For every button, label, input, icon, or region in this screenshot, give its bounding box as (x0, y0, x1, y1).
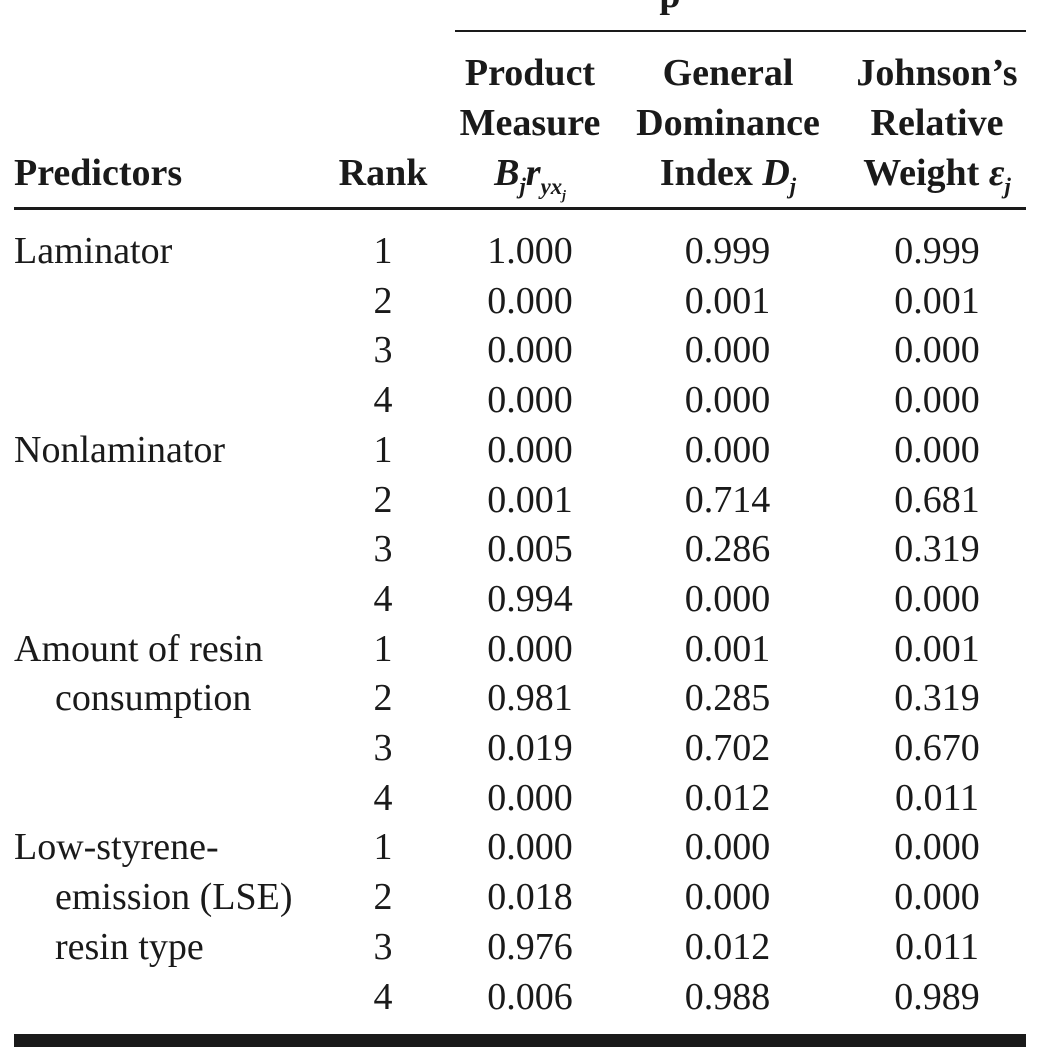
header-johnsons: Johnson’s Relative Weight εj (856, 52, 1018, 199)
product-measure-cell: 0.006 (487, 975, 573, 1018)
johnsons-symbol: εj (988, 152, 1011, 199)
product-measure-cell: 0.018 (487, 876, 573, 919)
general-dominance-cell: 0.000 (684, 876, 771, 919)
product-measure-cell: 0.000 (487, 776, 573, 819)
rank-cell: 3 (373, 329, 393, 372)
general-dominance-cell: 0.001 (684, 279, 771, 322)
predictor-label: Nonlaminator (14, 428, 226, 471)
product-measure-cell: 0.000 (487, 329, 573, 372)
johnsons-weight-cell: 0.000 (894, 577, 980, 620)
general-dominance-cell: 0.000 (684, 577, 771, 620)
predictor-label: Amount of resin (14, 627, 264, 670)
predictor-label: Laminator (14, 230, 173, 272)
predictor-label: Low-styrene- (14, 826, 219, 869)
product-measure-cell: 0.000 (487, 627, 573, 670)
general-dominance-cell: 0.286 (684, 528, 771, 571)
general-dominance-cell: 0.988 (684, 975, 771, 1018)
johnsons-weight-cell: 0.011 (894, 776, 980, 819)
product-measure-symbol: Bjryxj (494, 152, 566, 203)
johnsons-weight-cell: 0.999 (894, 230, 980, 272)
header-rank: Rank (338, 152, 428, 194)
johnsons-weight-cell: 0.001 (894, 279, 980, 322)
general-dominance-cell: 0.000 (684, 379, 771, 422)
rank-cell: 2 (373, 876, 393, 919)
rank-cell: 1 (373, 627, 393, 670)
johnsons-weight-cell: 0.000 (894, 428, 980, 471)
product-measure-cell: 0.000 (487, 279, 573, 322)
product-measure-cell: 0.994 (487, 577, 573, 620)
johnsons-weight-cell: 0.001 (894, 627, 980, 670)
general-dominance-cell: 0.000 (684, 428, 771, 471)
johnsons-weight-cell: 0.319 (894, 677, 980, 720)
product-measure-cell: 0.001 (487, 478, 573, 521)
spanner-rule (455, 30, 1026, 32)
johnsons-weight-cell: 0.000 (894, 329, 980, 372)
product-measure-cell: 1.000 (487, 230, 573, 272)
rank-cell: 3 (373, 727, 393, 769)
johnsons-weight-cell: 0.000 (894, 379, 980, 422)
rank-cell: 3 (373, 528, 393, 571)
header-product-measure: Product Measure Bjryxj (445, 48, 615, 220)
general-dominance-cell: 0.285 (684, 677, 771, 720)
general-dominance-cell: 0.001 (684, 627, 771, 670)
general-dominance-symbol: Dj (762, 152, 797, 199)
predictor-label: resin type (55, 925, 204, 968)
johnsons-weight-cell: 0.681 (894, 478, 980, 521)
johnsons-weight-cell: 0.670 (894, 727, 980, 769)
general-dominance-cell: 0.012 (684, 925, 771, 968)
predictor-label: consumption (55, 677, 252, 720)
product-measure-cell: 0.000 (487, 428, 573, 471)
product-measure-cell: 0.000 (487, 379, 573, 422)
general-dominance-cell: 0.012 (684, 776, 771, 819)
column-spanner-fragment: p (640, 0, 700, 20)
johnsons-weight-cell: 0.011 (894, 925, 980, 968)
rank-cell: 2 (373, 279, 393, 322)
rank-cell: 2 (373, 478, 393, 521)
rank-cell: 3 (373, 925, 393, 968)
header-rule (14, 207, 1026, 210)
rank-cell: 1 (373, 230, 393, 272)
rank-cell: 1 (373, 428, 393, 471)
johnsons-weight-cell: 0.000 (894, 826, 980, 869)
bottom-rule (14, 1034, 1026, 1047)
rank-cell: 4 (373, 379, 393, 422)
rank-cell: 4 (373, 776, 393, 819)
rank-cell: 2 (373, 677, 393, 720)
header-general-dominance: General Dominance Index Dj (636, 52, 820, 199)
product-measure-cell: 0.981 (487, 677, 573, 720)
general-dominance-cell: 0.000 (684, 826, 771, 869)
rank-cell: 4 (373, 975, 393, 1018)
general-dominance-cell: 0.714 (684, 478, 771, 521)
johnsons-weight-cell: 0.319 (894, 528, 980, 571)
header-predictors: Predictors (14, 152, 183, 194)
general-dominance-cell: 0.000 (684, 329, 771, 372)
johnsons-weight-cell: 0.989 (894, 975, 980, 1018)
general-dominance-cell: 0.999 (684, 230, 771, 272)
product-measure-cell: 0.976 (487, 925, 573, 968)
product-measure-cell: 0.000 (487, 826, 573, 869)
johnsons-weight-cell: 0.000 (894, 876, 980, 919)
product-measure-cell: 0.005 (487, 528, 573, 571)
predictor-label: emission (LSE) (55, 876, 293, 919)
product-measure-cell: 0.019 (487, 727, 573, 769)
general-dominance-cell: 0.702 (684, 727, 771, 769)
rank-cell: 4 (373, 577, 393, 620)
rank-cell: 1 (373, 826, 393, 869)
